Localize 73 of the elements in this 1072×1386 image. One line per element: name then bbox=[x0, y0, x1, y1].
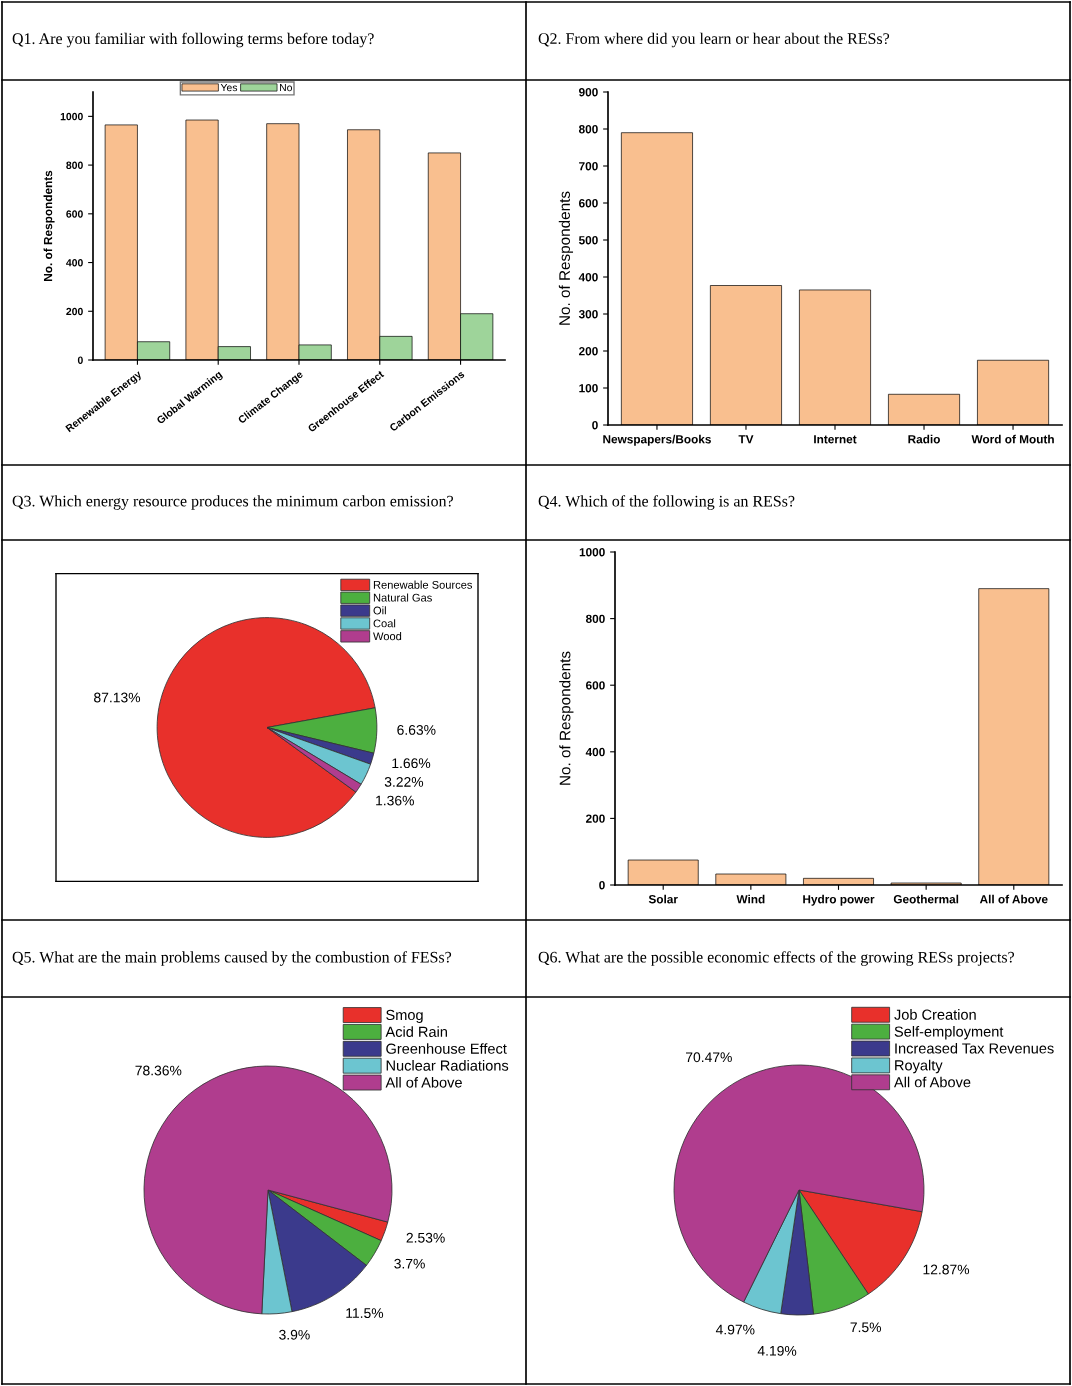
chart-title: Q2. From where did you learn or hear about the RESs? bbox=[538, 32, 890, 48]
legend-label: Acid Rain bbox=[385, 1026, 447, 1037]
legend-label: Greenhouse Effect bbox=[386, 1043, 507, 1054]
legend-label: Oil bbox=[373, 606, 386, 615]
legend-label: Yes bbox=[220, 83, 238, 92]
data-label: 11.5% bbox=[346, 1308, 384, 1318]
x-tick-label: TV bbox=[738, 435, 754, 444]
data-label: 6.63% bbox=[397, 725, 436, 735]
data-label: 78.36% bbox=[135, 1065, 182, 1076]
data-label: 3.22% bbox=[384, 776, 424, 787]
data-label: 3.9% bbox=[279, 1329, 310, 1340]
y-axis-title: No. of Respondents bbox=[43, 170, 55, 281]
y-tick-label: 600 bbox=[586, 681, 605, 690]
data-label: 4.97% bbox=[715, 1324, 755, 1335]
y-tick-label: 0 bbox=[77, 356, 83, 364]
y-tick-label: 400 bbox=[585, 747, 605, 757]
chart-title: Q4. Which of the following is an RESs? bbox=[538, 495, 795, 510]
data-label: 87.13% bbox=[94, 692, 141, 703]
legend-label: No bbox=[280, 83, 293, 92]
y-tick-label: 600 bbox=[579, 199, 598, 208]
legend-label: Coal bbox=[373, 619, 396, 628]
x-tick-label: Geothermal bbox=[893, 894, 959, 904]
x-tick-label: Wind bbox=[736, 894, 765, 904]
data-label: 4.19% bbox=[757, 1345, 797, 1356]
data-label: 1.36% bbox=[376, 795, 414, 806]
y-tick-label: 500 bbox=[578, 236, 598, 245]
legend-label: Increased Tax Revenues bbox=[895, 1042, 1054, 1054]
y-tick-label: 200 bbox=[66, 307, 83, 316]
legend-label: Renewable Sources bbox=[373, 580, 473, 589]
legend-label: All of Above bbox=[894, 1076, 971, 1088]
y-tick-label: 400 bbox=[66, 259, 83, 267]
data-label: 70.47% bbox=[686, 1052, 732, 1063]
x-tick-label: Newspapers/Books bbox=[603, 434, 711, 446]
y-tick-label: 600 bbox=[66, 210, 83, 218]
legend-label: Smog bbox=[386, 1009, 423, 1023]
y-tick-label: 100 bbox=[579, 384, 598, 393]
legend-label: Job Creation bbox=[894, 1009, 976, 1020]
y-tick-label: 0 bbox=[599, 881, 605, 890]
x-tick-label: Hydro power bbox=[803, 894, 875, 906]
legend-label: Self-employment bbox=[894, 1026, 1004, 1040]
chart-title: Q5. What are the main problems caused by the combustion of FESs? bbox=[12, 951, 452, 966]
data-label: 1.66% bbox=[392, 758, 431, 769]
y-tick-label: 800 bbox=[66, 161, 83, 169]
x-tick-label: Word of Mouth bbox=[971, 434, 1054, 444]
y-tick-label: 900 bbox=[578, 88, 598, 97]
x-tick-label: Internet bbox=[814, 435, 857, 444]
legend-label: Nuclear Radiations bbox=[386, 1060, 509, 1071]
data-label: 2.53% bbox=[406, 1232, 445, 1243]
chart-title: Q3. Which energy resource produces the minimum carbon emission? bbox=[12, 495, 453, 510]
x-tick-label: Radio bbox=[908, 434, 940, 444]
data-label: 7.5% bbox=[850, 1322, 882, 1333]
y-axis-title: No. of Respondents bbox=[559, 651, 574, 785]
y-tick-label: 800 bbox=[585, 614, 605, 623]
y-tick-label: 300 bbox=[578, 310, 598, 319]
legend-label: Royalty bbox=[895, 1059, 943, 1074]
data-label: 3.7% bbox=[394, 1258, 425, 1269]
y-tick-label: 200 bbox=[578, 347, 598, 356]
legend-label: Wood bbox=[373, 632, 402, 641]
y-tick-label: 200 bbox=[585, 814, 605, 823]
chart-title: Q6. What are the possible economic effects of the growing RESs projects? bbox=[538, 951, 1015, 966]
y-tick-label: 800 bbox=[578, 125, 598, 134]
y-tick-label: 1000 bbox=[579, 548, 605, 557]
y-tick-label: 0 bbox=[592, 421, 598, 430]
y-tick-label: 1000 bbox=[60, 112, 83, 121]
x-tick-label: Solar bbox=[648, 894, 678, 904]
x-tick-label: All of Above bbox=[979, 894, 1048, 904]
chart-title: Q1. Are you familiar with following terms before today? bbox=[12, 32, 374, 48]
y-tick-label: 700 bbox=[579, 162, 598, 171]
data-label: 12.87% bbox=[923, 1264, 970, 1275]
y-axis-title: No. of Respondents bbox=[558, 191, 574, 325]
y-tick-label: 400 bbox=[578, 273, 598, 282]
legend-label: All of Above bbox=[385, 1076, 462, 1088]
legend-label: Natural Gas bbox=[373, 593, 432, 602]
